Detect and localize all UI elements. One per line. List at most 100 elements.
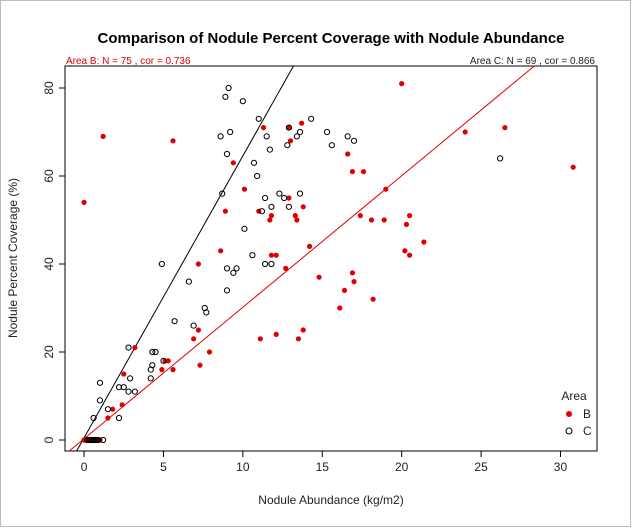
legend-marker-b bbox=[566, 411, 572, 417]
point-b bbox=[268, 252, 275, 258]
point-b bbox=[241, 186, 248, 192]
point-b bbox=[218, 248, 224, 254]
legend-label-b: B bbox=[583, 407, 591, 421]
point-c bbox=[284, 142, 291, 149]
point-c bbox=[268, 260, 275, 268]
point-c bbox=[219, 190, 226, 197]
point-b bbox=[402, 248, 408, 254]
legend-marker-c bbox=[565, 427, 573, 435]
point-b bbox=[349, 270, 356, 276]
x-tick-label: 20 bbox=[395, 460, 409, 474]
series-c bbox=[84, 84, 504, 444]
point-b bbox=[197, 362, 203, 368]
y-tick-label: 40 bbox=[42, 257, 56, 271]
point-c bbox=[100, 436, 107, 444]
fit-line-b bbox=[68, 66, 536, 451]
point-b bbox=[502, 125, 508, 131]
x-tick-label: 30 bbox=[554, 460, 568, 474]
x-tick-label: 15 bbox=[316, 460, 330, 474]
point-b bbox=[159, 367, 165, 373]
point-c bbox=[171, 318, 178, 325]
point-c bbox=[285, 203, 293, 210]
point-b bbox=[299, 120, 305, 126]
point-c bbox=[258, 208, 266, 215]
point-b bbox=[260, 125, 267, 131]
point-c bbox=[190, 322, 197, 329]
point-c bbox=[308, 115, 315, 122]
x-axis: 0 5 10 15 20 25 30 bbox=[81, 451, 568, 474]
fit-line-c bbox=[76, 66, 295, 451]
legend: Area B C bbox=[561, 389, 592, 438]
point-c bbox=[254, 172, 261, 180]
point-c bbox=[241, 225, 248, 232]
x-tick-label: 25 bbox=[474, 460, 488, 474]
point-c bbox=[223, 287, 231, 294]
point-b bbox=[81, 199, 87, 205]
x-tick-label: 10 bbox=[236, 460, 250, 474]
point-c bbox=[227, 128, 234, 136]
point-b bbox=[383, 186, 389, 192]
point-c bbox=[185, 278, 192, 285]
subtitle-area-c: Area C: N = 69 , cor = 0.866 bbox=[470, 56, 596, 67]
point-c bbox=[125, 388, 132, 395]
point-b bbox=[273, 331, 279, 337]
point-c bbox=[266, 146, 273, 153]
y-axis: 0 20 40 60 80 bbox=[42, 81, 65, 443]
point-b bbox=[349, 169, 356, 175]
point-b bbox=[121, 371, 127, 377]
x-axis-label: Nodule Abundance (kg/m2) bbox=[258, 493, 403, 507]
point-c bbox=[222, 93, 229, 100]
point-c bbox=[223, 150, 231, 158]
point-c bbox=[160, 357, 167, 364]
legend-label-c: C bbox=[583, 424, 592, 438]
subtitle-area-b: Area B: N = 75 , cor = 0.736 bbox=[66, 56, 191, 67]
x-tick-label: 0 bbox=[81, 460, 88, 474]
point-b bbox=[399, 81, 405, 87]
point-c bbox=[276, 190, 283, 197]
point-c bbox=[147, 366, 154, 373]
point-b bbox=[165, 358, 171, 364]
point-c bbox=[85, 436, 92, 444]
point-b bbox=[403, 221, 410, 227]
point-c bbox=[293, 133, 300, 140]
point-b bbox=[286, 195, 292, 201]
x-tick-label: 5 bbox=[160, 460, 167, 474]
point-b bbox=[300, 204, 306, 210]
point-b bbox=[370, 296, 376, 302]
point-b bbox=[357, 213, 363, 219]
point-c bbox=[125, 344, 132, 351]
point-b bbox=[570, 164, 576, 170]
point-c bbox=[104, 406, 111, 413]
point-c bbox=[344, 133, 351, 140]
point-b bbox=[119, 402, 125, 408]
chart-title: Comparison of Nodule Percent Coverage wi… bbox=[98, 30, 565, 47]
point-b bbox=[300, 327, 306, 333]
y-tick-label: 20 bbox=[42, 345, 56, 359]
point-c bbox=[225, 84, 232, 92]
point-b bbox=[206, 349, 213, 355]
point-c bbox=[350, 137, 358, 144]
point-b bbox=[170, 138, 176, 144]
point-c bbox=[96, 397, 104, 404]
point-c bbox=[296, 128, 304, 136]
point-b bbox=[306, 243, 313, 249]
point-c bbox=[233, 265, 240, 272]
point-b bbox=[407, 213, 413, 219]
point-b bbox=[257, 336, 263, 342]
point-b bbox=[462, 129, 468, 135]
point-b bbox=[295, 336, 302, 342]
point-c bbox=[96, 379, 104, 386]
point-c bbox=[147, 375, 154, 382]
point-b bbox=[110, 406, 116, 412]
point-c bbox=[328, 142, 335, 149]
point-b bbox=[368, 217, 375, 223]
point-b bbox=[230, 160, 236, 166]
point-b bbox=[222, 208, 228, 214]
legend-title: Area bbox=[561, 389, 587, 403]
y-axis-label: Nodule Percent Coverage (%) bbox=[6, 178, 20, 338]
point-c bbox=[263, 133, 270, 140]
point-b bbox=[292, 213, 298, 219]
point-c bbox=[90, 414, 97, 422]
